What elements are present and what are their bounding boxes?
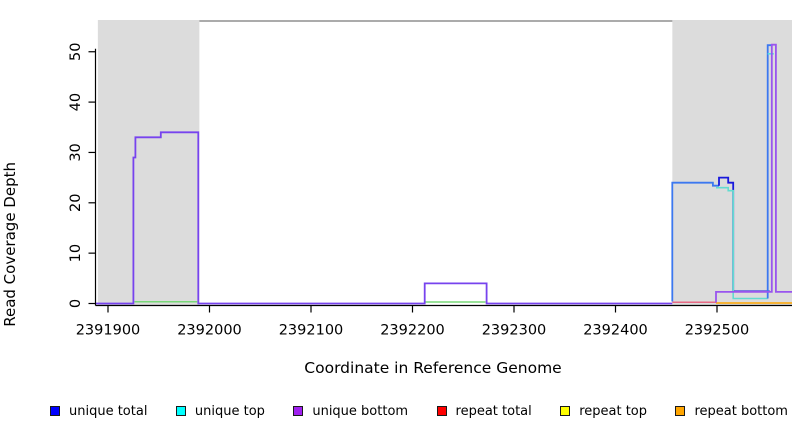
x-tick-label: 2392100 [279, 323, 344, 339]
legend: unique total unique top unique bottom repea… [50, 400, 788, 422]
legend-item-unique-total: unique total [50, 404, 147, 419]
legend-swatch-icon [175, 406, 186, 416]
x-tick-label: 2392500 [685, 323, 750, 339]
legend-item-unique-top: unique top [175, 403, 265, 419]
series-unique-line-left-violet [95, 131, 673, 305]
series-unique-total-right-bright [671, 181, 719, 302]
y-tick-label: 30 [68, 143, 84, 161]
legend-swatch-icon [50, 406, 60, 416]
legend-swatch-icon [436, 406, 447, 416]
series-unique-total-spike-bright [766, 44, 772, 299]
legend-label: repeat top [579, 403, 647, 419]
shaded-repeat-region-right [672, 20, 792, 306]
legend-item-repeat-bottom: repeat bottom [675, 404, 788, 419]
series-unique-top-right-cyan [716, 186, 768, 300]
legend-label: unique bottom [312, 403, 409, 419]
x-tick-label: 2392400 [583, 323, 648, 339]
y-tick-label: 40 [68, 93, 84, 111]
legend-item-repeat-total: repeat total [436, 403, 532, 419]
legend-swatch-icon [675, 406, 686, 416]
x-axis-title: Coordinate in Reference Genome [304, 359, 562, 377]
legend-item-repeat-top: repeat top [560, 404, 647, 419]
legend-item-unique-bottom: unique bottom [293, 404, 408, 419]
x-tick-label: 2392000 [177, 323, 242, 339]
x-tick-label: 2391900 [76, 323, 141, 339]
x-tick-label: 2392200 [380, 323, 445, 339]
legend-label: repeat bottom [694, 403, 788, 419]
legend-label: repeat total [455, 403, 532, 419]
series-unique-bottom-right-purple [715, 43, 792, 303]
shaded-repeat-region-left [97, 20, 200, 306]
legend-swatch-icon [560, 406, 571, 416]
legend-label: unique total [69, 403, 148, 419]
y-tick-label: 10 [68, 244, 84, 262]
legend-label: unique top [194, 403, 265, 419]
y-tick-label: 0 [68, 299, 84, 308]
x-tick-label: 2392300 [482, 323, 547, 339]
y-tick-label: 20 [68, 194, 84, 212]
y-tick-label: 50 [68, 43, 84, 61]
legend-swatch-icon [293, 406, 304, 416]
